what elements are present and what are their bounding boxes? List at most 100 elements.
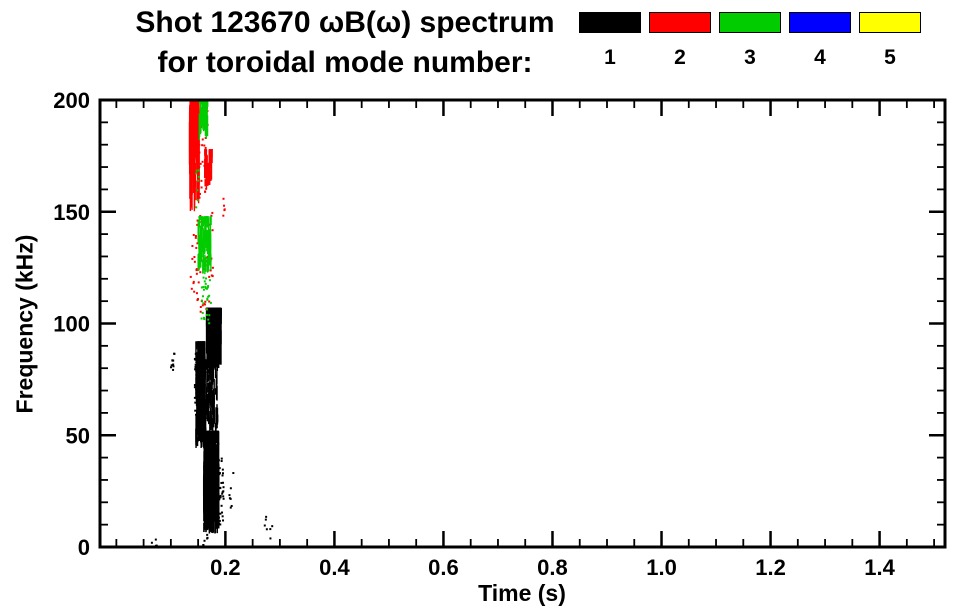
data-point [197, 100, 200, 112]
data-point [210, 216, 212, 226]
data-point [209, 307, 212, 322]
data-point [205, 359, 207, 369]
data-point [265, 528, 268, 531]
data-point [209, 443, 211, 471]
data-point [205, 482, 208, 498]
data-point [218, 498, 221, 501]
data-point [208, 338, 211, 363]
data-point [212, 421, 214, 435]
data-point [209, 229, 212, 248]
data-point [204, 216, 206, 231]
data-point [198, 251, 201, 269]
data-point [199, 422, 202, 431]
data-point [195, 268, 198, 271]
data-point [204, 287, 207, 290]
data-point [195, 428, 197, 445]
legend-swatch-mode-1 [579, 12, 641, 33]
data-point [222, 197, 225, 200]
data-point [269, 537, 272, 540]
x-tick-label: 0.4 [319, 555, 350, 580]
data-point [190, 182, 192, 204]
data-point [198, 216, 200, 218]
data-point [212, 405, 214, 421]
y-tick-label: 150 [53, 200, 90, 225]
data-point [202, 544, 205, 547]
data-point [206, 216, 208, 222]
data-point [201, 412, 204, 428]
data-point [211, 390, 214, 408]
data-point [189, 160, 191, 199]
data-point [189, 104, 191, 154]
data-point [192, 280, 195, 283]
data-point [211, 266, 214, 269]
data-point [217, 516, 220, 519]
data-point [222, 519, 225, 522]
legend-entry: 3 [718, 12, 782, 70]
data-point [169, 366, 172, 369]
data-point [200, 360, 203, 370]
data-point [217, 442, 220, 466]
data-point [195, 246, 198, 249]
data-point [202, 286, 205, 289]
data-point [210, 149, 212, 153]
data-point [218, 522, 221, 525]
data-point [195, 358, 198, 361]
data-point [222, 214, 225, 217]
data-point [205, 156, 207, 174]
data-point [211, 229, 214, 232]
data-point [214, 366, 217, 379]
data-point [195, 361, 198, 364]
data-point [199, 118, 201, 133]
data-point [205, 308, 208, 311]
data-point [207, 437, 210, 459]
data-point [208, 240, 210, 250]
data-point [202, 246, 205, 261]
data-point [197, 377, 200, 380]
data-point [216, 404, 218, 423]
data-point [264, 518, 267, 521]
data-point [207, 285, 210, 288]
data-point [193, 255, 196, 258]
data-point [170, 364, 173, 367]
data-point [191, 100, 194, 114]
data-point [212, 430, 214, 459]
legend-swatch-mode-5 [859, 12, 921, 33]
data-point [219, 494, 222, 497]
data-point [193, 384, 196, 387]
data-point [206, 482, 209, 513]
data-point [172, 365, 175, 368]
data-point [202, 366, 205, 381]
data-point [209, 218, 211, 232]
data-point [217, 518, 220, 521]
data-point [213, 378, 215, 392]
data-point [198, 403, 200, 422]
data-point [197, 368, 200, 383]
data-point [197, 179, 200, 182]
data-point [196, 432, 198, 440]
data-point [207, 217, 210, 239]
data-point [222, 486, 225, 489]
data-point [201, 107, 204, 128]
data-point [195, 375, 198, 397]
data-point [221, 492, 224, 495]
data-point [197, 356, 200, 359]
data-point [209, 154, 211, 169]
data-point [212, 417, 214, 427]
data-point [208, 223, 211, 226]
legend-mode-number: 5 [884, 46, 896, 69]
data-point [195, 292, 198, 295]
legend: 1 2 3 4 5 [578, 12, 922, 70]
data-point [207, 398, 209, 404]
data-point [208, 359, 211, 373]
data-point [205, 166, 208, 189]
data-point [209, 411, 211, 420]
data-point [214, 457, 217, 472]
data-point [204, 126, 207, 137]
data-point [199, 271, 202, 274]
data-point [202, 378, 205, 391]
data-point [214, 513, 216, 523]
data-point [215, 374, 218, 393]
x-axis-label: Time (s) [478, 580, 566, 606]
data-point [203, 523, 205, 533]
data-point [195, 391, 198, 394]
